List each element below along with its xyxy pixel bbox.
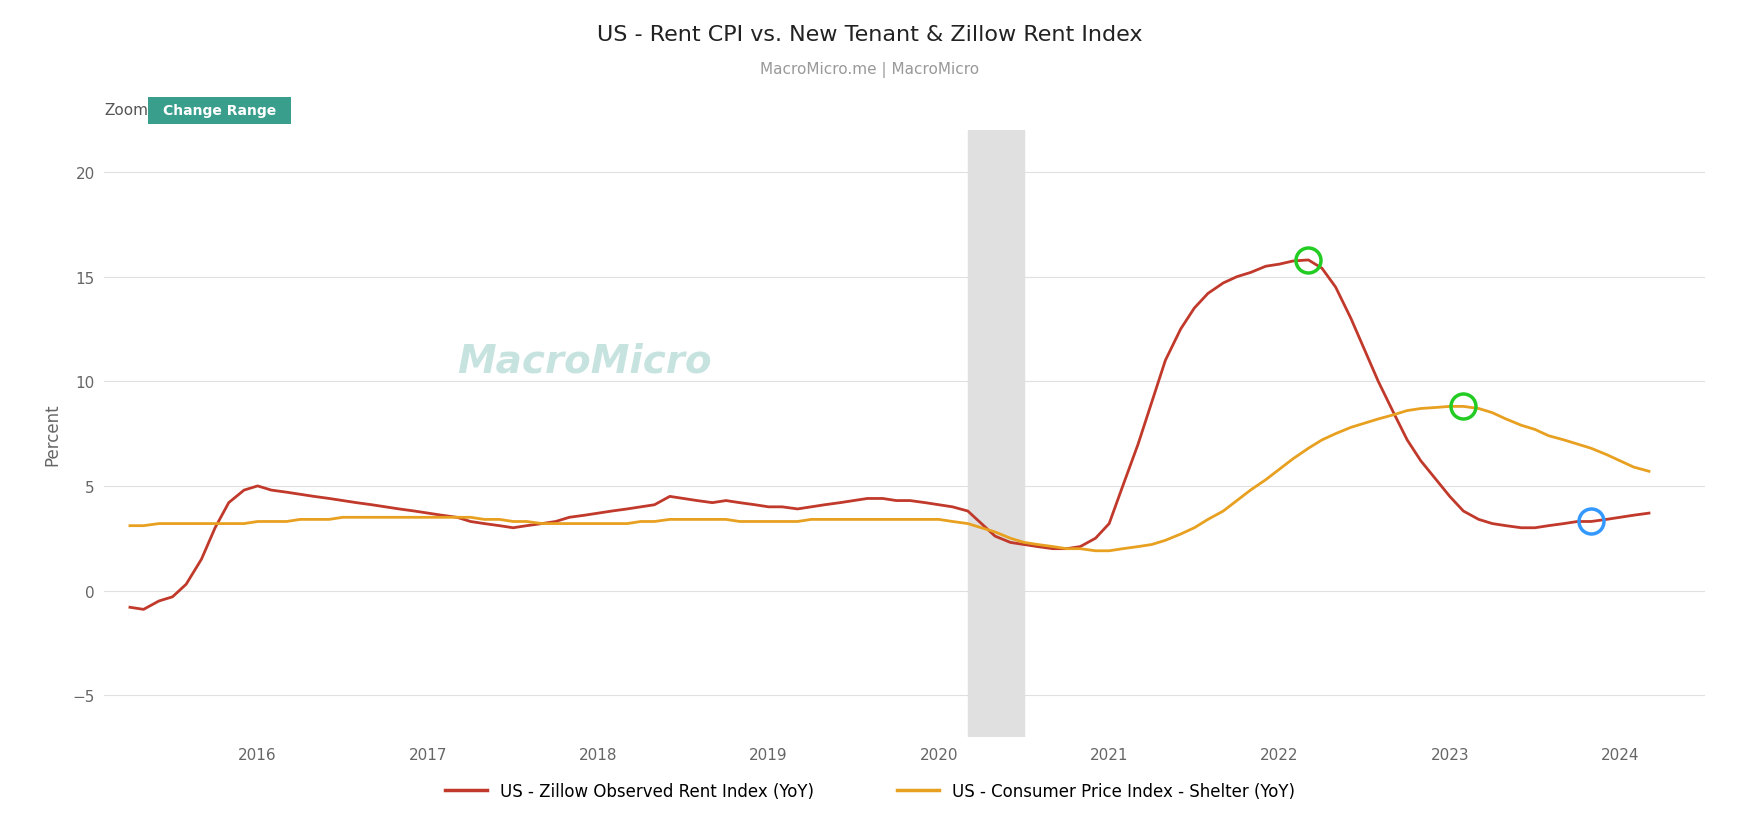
Text: US - Rent CPI vs. New Tenant & Zillow Rent Index: US - Rent CPI vs. New Tenant & Zillow Re…	[596, 25, 1143, 44]
Text: MacroMicro: MacroMicro	[457, 342, 711, 380]
Text: Zoom: Zoom	[104, 103, 148, 118]
Y-axis label: Percent: Percent	[43, 403, 61, 465]
Text: Change Range: Change Range	[162, 104, 277, 118]
Legend: US - Zillow Observed Rent Index (YoY), US - Consumer Price Index - Shelter (YoY): US - Zillow Observed Rent Index (YoY), U…	[438, 776, 1301, 807]
Bar	[967, 131, 1024, 737]
Text: MacroMicro.me | MacroMicro: MacroMicro.me | MacroMicro	[760, 61, 979, 78]
